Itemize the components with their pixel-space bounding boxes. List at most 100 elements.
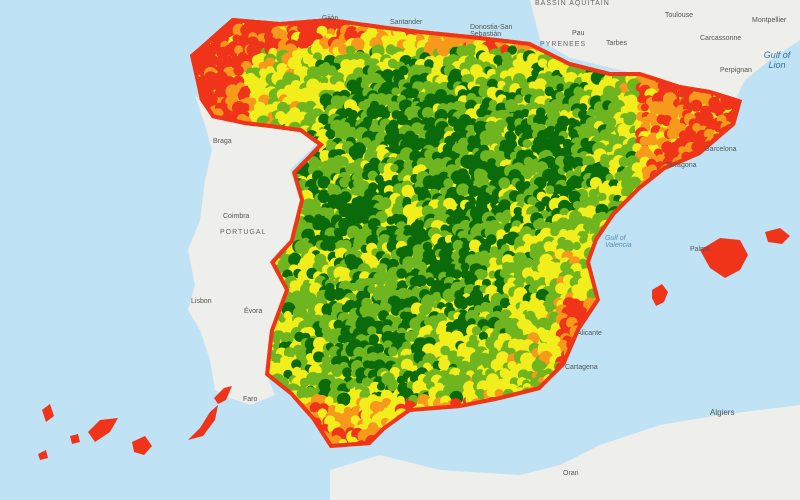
municipality-cell[interactable] [459, 102, 468, 110]
municipality-cell[interactable] [504, 99, 518, 113]
municipality-cell[interactable] [524, 59, 534, 70]
municipality-cell[interactable] [339, 177, 350, 188]
municipality-cell[interactable] [239, 86, 251, 97]
municipality-cell[interactable] [714, 107, 724, 117]
municipality-cell[interactable] [391, 87, 400, 96]
municipality-cell[interactable] [480, 137, 490, 147]
municipality-cell[interactable] [669, 110, 679, 120]
municipality-cell[interactable] [421, 107, 434, 119]
municipality-cell[interactable] [428, 165, 442, 178]
municipality-cell[interactable] [486, 78, 499, 91]
municipality-cell[interactable] [338, 44, 349, 55]
municipality-cell[interactable] [396, 395, 405, 405]
municipality-cell[interactable] [324, 396, 334, 406]
municipality-cell[interactable] [538, 361, 547, 370]
municipality-cell[interactable] [275, 79, 287, 91]
municipality-cell[interactable] [375, 275, 386, 287]
municipality-cell[interactable] [446, 216, 455, 225]
municipality-cell[interactable] [667, 127, 680, 140]
municipality-cell[interactable] [690, 99, 703, 112]
municipality-cell[interactable] [522, 139, 532, 148]
municipality-cell[interactable] [346, 381, 355, 390]
municipality-cell[interactable] [598, 192, 607, 202]
municipality-cell[interactable] [380, 109, 391, 120]
municipality-cell[interactable] [590, 195, 600, 205]
municipality-cell[interactable] [351, 210, 365, 224]
municipality-cell[interactable] [387, 381, 398, 392]
municipality-cell[interactable] [538, 58, 548, 68]
municipality-cell[interactable] [367, 142, 377, 153]
municipality-cell[interactable] [470, 64, 483, 77]
municipality-cell[interactable] [310, 43, 323, 56]
municipality-cell[interactable] [556, 83, 565, 92]
municipality-cell[interactable] [436, 43, 451, 57]
municipality-cell[interactable] [429, 178, 443, 192]
municipality-cell[interactable] [225, 84, 240, 99]
municipality-cell[interactable] [374, 401, 385, 412]
municipality-cell[interactable] [508, 133, 517, 142]
municipality-cell[interactable] [360, 80, 369, 89]
municipality-cell[interactable] [645, 135, 657, 146]
municipality-cell[interactable] [377, 382, 386, 391]
municipality-cell[interactable] [341, 303, 351, 313]
municipality-cell[interactable] [605, 144, 614, 153]
municipality-cell[interactable] [290, 80, 302, 91]
municipality-cell[interactable] [367, 326, 377, 336]
municipality-cell[interactable] [509, 297, 518, 306]
municipality-cell[interactable] [221, 57, 232, 69]
municipality-cell[interactable] [589, 177, 602, 189]
municipality-cell[interactable] [486, 234, 497, 245]
municipality-cell[interactable] [556, 135, 565, 145]
municipality-cell[interactable] [485, 149, 496, 161]
municipality-cell[interactable] [612, 86, 622, 96]
municipality-cell[interactable] [452, 269, 462, 280]
municipality-cell[interactable] [626, 116, 635, 126]
municipality-cell[interactable] [631, 162, 644, 175]
municipality-cell[interactable] [618, 156, 629, 168]
municipality-cell[interactable] [390, 163, 399, 173]
municipality-cell[interactable] [498, 177, 511, 189]
municipality-cell[interactable] [398, 65, 409, 76]
municipality-cell[interactable] [319, 150, 332, 162]
municipality-cell[interactable] [254, 107, 264, 117]
municipality-cell[interactable] [325, 129, 336, 140]
municipality-cell[interactable] [415, 219, 425, 229]
municipality-cell[interactable] [317, 176, 331, 189]
municipality-cell[interactable] [521, 108, 530, 118]
municipality-cell[interactable] [366, 105, 381, 120]
municipality-cell[interactable] [500, 109, 510, 119]
municipality-cell[interactable] [387, 346, 398, 357]
municipality-cell[interactable] [550, 227, 560, 237]
municipality-cell[interactable] [318, 113, 330, 125]
municipality-cell[interactable] [443, 178, 454, 189]
municipality-cell[interactable] [464, 73, 475, 84]
municipality-cell[interactable] [342, 367, 353, 378]
municipality-cell[interactable] [442, 288, 457, 303]
municipality-cell[interactable] [402, 204, 417, 218]
municipality-cell[interactable] [355, 187, 366, 198]
municipality-cell[interactable] [283, 311, 292, 320]
municipality-cell[interactable] [367, 278, 376, 287]
municipality-cell[interactable] [513, 206, 523, 216]
municipality-cell[interactable] [486, 387, 497, 398]
municipality-cell[interactable] [456, 183, 470, 197]
municipality-cell[interactable] [514, 94, 524, 104]
municipality-cell[interactable] [606, 107, 617, 118]
municipality-cell[interactable] [431, 67, 440, 76]
municipality-cell[interactable] [618, 82, 630, 94]
municipality-cell[interactable] [416, 137, 427, 148]
municipality-cell[interactable] [306, 353, 315, 362]
municipality-cell[interactable] [287, 56, 301, 70]
municipality-cell[interactable] [545, 185, 555, 195]
municipality-cell[interactable] [379, 197, 392, 210]
municipality-cell[interactable] [599, 156, 612, 169]
municipality-cell[interactable] [533, 78, 548, 92]
municipality-cell[interactable] [352, 149, 364, 161]
municipality-cell[interactable] [626, 100, 636, 110]
municipality-cell[interactable] [692, 122, 701, 132]
municipality-cell[interactable] [345, 45, 356, 56]
municipality-cell[interactable] [516, 193, 527, 204]
municipality-cell[interactable] [349, 282, 358, 292]
municipality-cell[interactable] [409, 88, 420, 99]
municipality-cell[interactable] [568, 190, 582, 204]
